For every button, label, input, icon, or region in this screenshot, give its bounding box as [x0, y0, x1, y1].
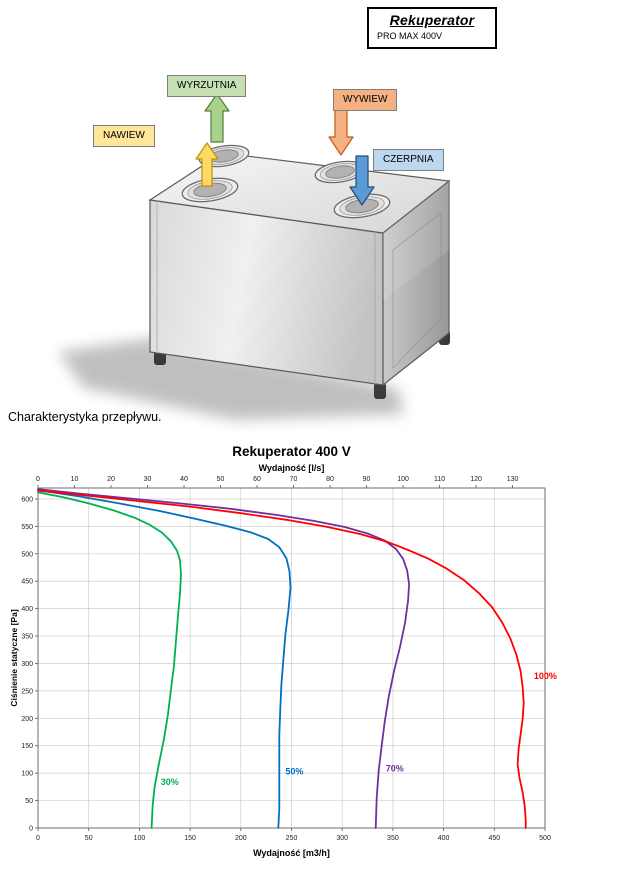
nawiew-arrow-icon — [195, 142, 219, 187]
curve-70% — [37, 488, 410, 829]
unit-foot — [374, 383, 386, 399]
curve-30% — [37, 491, 182, 829]
chart-title: Rekuperator 400 V — [232, 444, 351, 459]
svg-text:450: 450 — [488, 835, 500, 842]
label-wywiew: WYWIEW — [333, 89, 398, 111]
label-wyrzutnia: WYRZUTNIA — [167, 75, 247, 97]
wyrzutnia-arrow-icon — [204, 93, 230, 143]
svg-text:130: 130 — [507, 476, 519, 483]
svg-text:150: 150 — [184, 835, 196, 842]
curve-100% — [37, 489, 527, 829]
chart-y-axis-title: Ciśnienie statyczne [Pa] — [9, 609, 19, 706]
svg-text:500: 500 — [539, 835, 551, 842]
product-title-box: Rekuperator PRO MAX 400V — [367, 7, 497, 49]
wywiew-arrow-icon — [328, 105, 354, 156]
svg-text:400: 400 — [438, 835, 450, 842]
svg-text:80: 80 — [326, 476, 334, 483]
svg-text:150: 150 — [21, 743, 33, 750]
product-name: Rekuperator — [389, 12, 475, 28]
svg-text:0: 0 — [36, 476, 40, 483]
svg-text:200: 200 — [235, 835, 247, 842]
svg-text:30: 30 — [144, 476, 152, 483]
curve-label-30%: 30% — [161, 777, 179, 787]
svg-text:300: 300 — [336, 835, 348, 842]
svg-text:250: 250 — [21, 688, 33, 695]
svg-text:120: 120 — [470, 476, 482, 483]
svg-text:200: 200 — [21, 716, 33, 723]
flow-characteristics-caption: Charakterystyka przepływu. — [8, 410, 162, 424]
svg-text:60: 60 — [253, 476, 261, 483]
curve-label-100%: 100% — [534, 671, 557, 681]
chart-top-axis-title: Wydajność [l/s] — [259, 463, 325, 473]
svg-text:110: 110 — [434, 476, 445, 483]
svg-text:0: 0 — [36, 835, 40, 842]
svg-text:100: 100 — [134, 835, 146, 842]
svg-text:100: 100 — [21, 771, 33, 778]
side-access-panel — [392, 212, 442, 369]
svg-text:20: 20 — [107, 476, 115, 483]
svg-text:300: 300 — [21, 661, 33, 668]
svg-text:70: 70 — [290, 476, 298, 483]
svg-text:50: 50 — [217, 476, 225, 483]
svg-text:350: 350 — [21, 634, 33, 641]
recuperator-unit-illustration — [58, 93, 451, 420]
product-model: PRO MAX 400V — [377, 31, 443, 41]
svg-text:50: 50 — [85, 835, 93, 842]
czerpnia-arrow-icon — [349, 155, 375, 206]
svg-text:400: 400 — [21, 606, 33, 613]
svg-text:600: 600 — [21, 496, 33, 503]
svg-text:350: 350 — [387, 835, 399, 842]
label-nawiew: NAWIEW — [93, 125, 155, 147]
svg-text:550: 550 — [21, 524, 33, 531]
chart-bottom-axis-title: Wydajność [m3/h] — [253, 848, 330, 858]
svg-text:90: 90 — [363, 476, 371, 483]
port-wywiew — [314, 160, 366, 184]
label-czerpnia: CZERPNIA — [373, 149, 444, 171]
svg-text:250: 250 — [286, 835, 298, 842]
svg-text:0: 0 — [29, 826, 33, 833]
curve-label-70%: 70% — [386, 764, 404, 774]
side-highlight — [383, 181, 449, 300]
svg-text:100: 100 — [397, 476, 409, 483]
port-czerpnia — [333, 193, 391, 219]
flow-characteristics-chart: 0 50 100 150 200 250 300 350 400 450 5000501001502… — [9, 444, 557, 858]
curve-label-50%: 50% — [285, 766, 303, 776]
svg-text:50: 50 — [25, 798, 33, 805]
curve-50% — [37, 489, 292, 829]
svg-text:10: 10 — [71, 476, 79, 483]
svg-text:450: 450 — [21, 579, 33, 586]
svg-text:40: 40 — [180, 476, 188, 483]
unit-shadow — [58, 338, 404, 420]
svg-text:500: 500 — [21, 551, 33, 558]
